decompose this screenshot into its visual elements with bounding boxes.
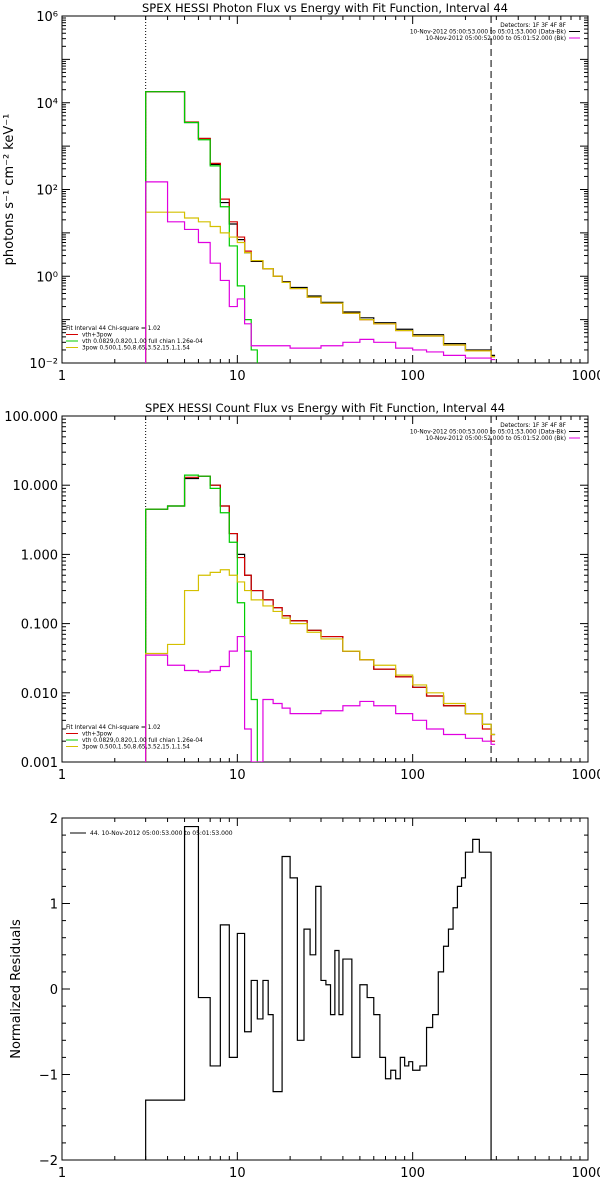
info-line: 10-Nov-2012 05:00:53.000 to 05:01:53.000… [410, 30, 566, 36]
x-tick-label: 1 [58, 1166, 66, 1181]
plot-frame [62, 16, 588, 363]
fit-text-line: Fit Interval 44 Chi-square = 1.02 [66, 725, 161, 731]
y-tick-label: 0.001 [21, 756, 58, 771]
y-tick-label: 1.000 [21, 548, 58, 563]
y-tick-label: 10⁶ [36, 10, 58, 25]
fit-text-line: 3pow 0.500,1.50,8.65,3.52,15.1,1.54 [82, 745, 190, 751]
x-tick-label: 10 [229, 1166, 246, 1181]
plot-frame [62, 416, 588, 762]
y-axis-label: Normalized Residuals [9, 919, 24, 1059]
y-tick-label: 10.000 [13, 479, 59, 494]
info-line: 10-Nov-2012 05:00:53.000 to 05:01:53.000… [410, 430, 566, 436]
y-tick-label: 0.100 [21, 618, 58, 633]
y-tick-label: 1 [50, 898, 58, 913]
series-group [146, 475, 495, 762]
x-tick-label: 100 [400, 768, 425, 783]
fit-text-line: vth+3pow [82, 333, 112, 339]
y-tick-label: 100.000 [4, 410, 58, 425]
fit-text-line: vth 0.0829,0.820,1.00 full chian 1.26e-0… [82, 738, 203, 744]
y-tick-label: 0.010 [21, 687, 58, 702]
info-line: 10-Nov-2012 05:00:52.000 to 05:01:52.000… [426, 436, 566, 442]
fit-text-line: vth 0.0829,0.820,1.00 full chian 1.26e-0… [82, 339, 203, 345]
y-tick-label: 10⁴ [36, 97, 58, 112]
x-tick-label: 10 [229, 369, 246, 384]
info-line: 10-Nov-2012 05:00:52.000 to 05:01:52.000… [426, 36, 566, 42]
chart-title: SPEX HESSI Count Flux vs Energy with Fit… [145, 401, 505, 415]
x-tick-label: 100 [400, 1166, 425, 1181]
series-line-data-bk [146, 476, 495, 762]
info-line: Detectors: 1F 3F 4F 8F [500, 423, 566, 429]
y-tick-label: 2 [50, 812, 58, 827]
count-flux-panel: SPEX HESSI Count Flux vs Energy with Fit… [4, 401, 600, 783]
y-tick-label: 10⁻² [29, 357, 58, 372]
fit-text-line: vth+3pow [82, 732, 112, 738]
plot-frame [62, 818, 588, 1160]
y-tick-label: 10⁰ [36, 270, 58, 285]
y-axis-label: photons s⁻¹ cm⁻² keV⁻¹ [2, 114, 17, 266]
info-line: Detectors: 1F 3F 4F 8F [500, 23, 566, 29]
fit-text-line: 3pow 0.500,1.50,8.65,3.52,15.1,1.54 [82, 346, 190, 352]
series-line-44-10-nov-2012-05-00-53-000-to-05-01-53-000 [146, 827, 495, 1160]
y-tick-label: −1 [39, 1069, 58, 1084]
series-group [146, 92, 495, 376]
y-tick-label: 0 [50, 983, 58, 998]
chart-title: SPEX HESSI Photon Flux vs Energy with Fi… [142, 1, 508, 15]
fit-text-line: Fit Interval 44 Chi-square = 1.02 [66, 326, 161, 332]
x-tick-label: 100 [400, 369, 425, 384]
series-line-vth [146, 92, 262, 376]
legend-label: 44. 10-Nov-2012 05:00:53.000 to 05:01:53… [90, 830, 233, 837]
y-tick-label: −2 [39, 1154, 58, 1169]
photon-flux-panel: SPEX HESSI Photon Flux vs Energy with Fi… [2, 1, 600, 384]
x-tick-label: 1 [58, 369, 66, 384]
series-line-3pow [146, 570, 495, 762]
y-tick-label: 10² [36, 184, 58, 199]
series-line-vth [146, 475, 262, 762]
x-tick-label: 10 [229, 768, 246, 783]
series-line-vth-3pow [146, 476, 495, 762]
x-tick-label: 1 [58, 768, 66, 783]
series-group [146, 827, 495, 1160]
